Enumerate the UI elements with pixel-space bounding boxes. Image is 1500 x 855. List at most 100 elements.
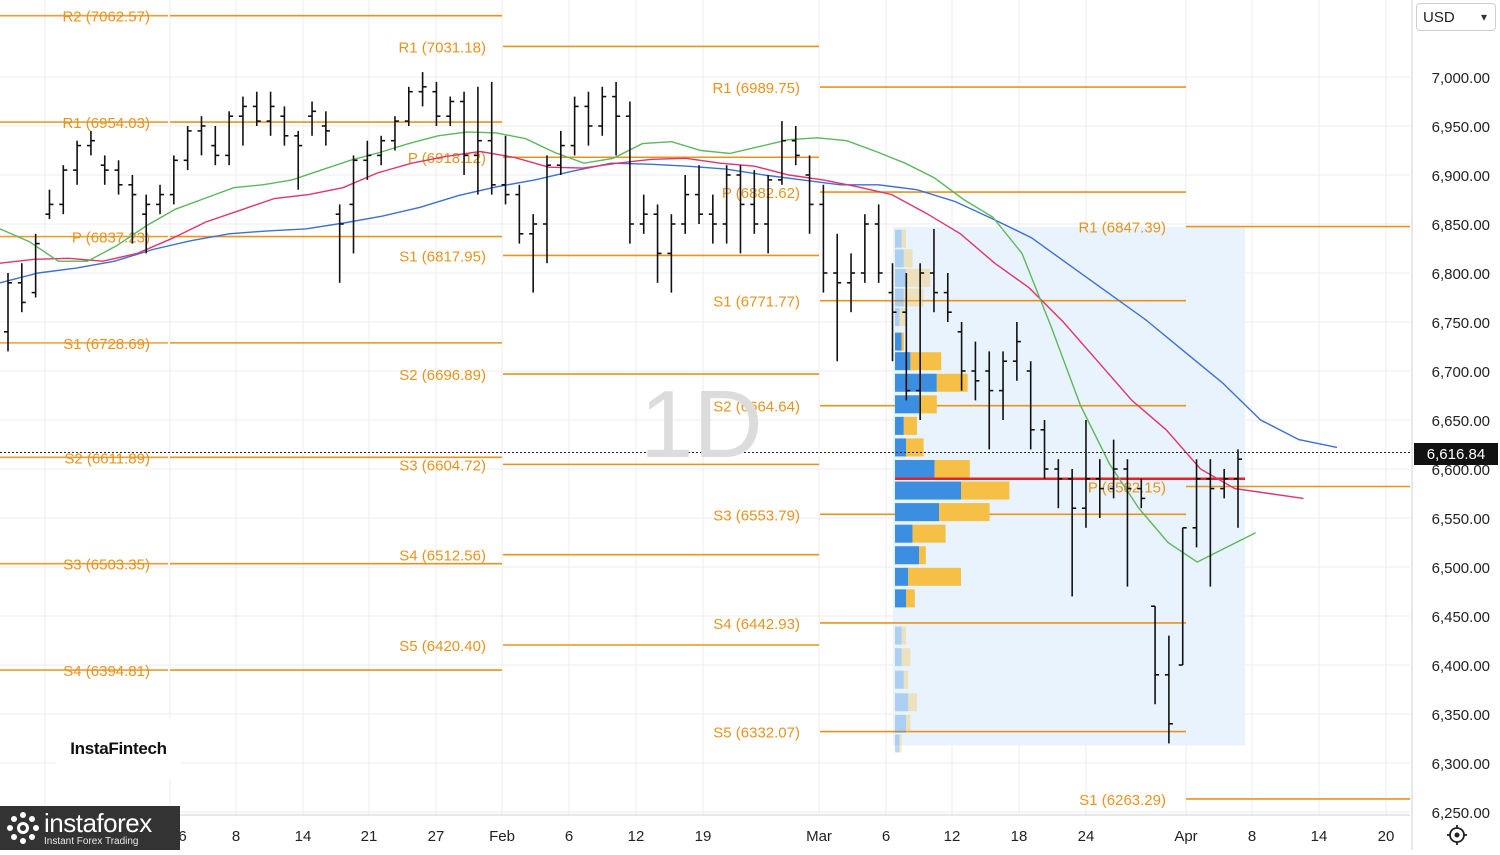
ohlc-bar[interactable] <box>1109 439 1118 499</box>
ohlc-bar[interactable] <box>695 165 704 224</box>
ohlc-bar[interactable] <box>487 81 496 195</box>
ohlc-bar[interactable] <box>73 140 82 185</box>
ohlc-bar[interactable] <box>169 155 178 205</box>
ohlc-bar[interactable] <box>446 96 455 126</box>
volume-profile-up-bar <box>895 288 904 307</box>
ohlc-bar[interactable] <box>280 106 289 146</box>
pivot-level-label: P (6837.23) <box>72 230 150 247</box>
ohlc-bar[interactable] <box>197 116 206 156</box>
ohlc-bar[interactable] <box>1040 420 1049 479</box>
ohlc-bar[interactable] <box>1123 459 1132 587</box>
ohlc-bar[interactable] <box>943 273 952 322</box>
ohlc-bar[interactable] <box>183 126 192 171</box>
volume-profile-up-bar <box>895 524 913 543</box>
ohlc-bar[interactable] <box>252 91 261 126</box>
ohlc-bar[interactable] <box>681 175 690 234</box>
ohlc-bar[interactable] <box>59 165 68 215</box>
ohlc-bar[interactable] <box>570 96 579 156</box>
ohlc-bar[interactable] <box>542 155 551 264</box>
ohlc-bar[interactable] <box>1068 469 1077 597</box>
ohlc-bar[interactable] <box>1054 459 1063 509</box>
ohlc-bar[interactable] <box>114 160 123 195</box>
ohlc-bar[interactable] <box>777 121 786 185</box>
ohlc-bar[interactable] <box>653 204 662 283</box>
ohlc-bar[interactable] <box>1151 605 1160 705</box>
ohlc-bar[interactable] <box>1178 526 1187 666</box>
ohlc-bar[interactable] <box>957 322 966 391</box>
ohlc-bar[interactable] <box>819 184 828 293</box>
currency-select[interactable]: USD ▾ <box>1416 3 1496 31</box>
ohlc-bar[interactable] <box>529 214 538 293</box>
ohlc-bar[interactable] <box>211 126 220 166</box>
pivot-level-label: S3 (6604.72) <box>399 457 486 474</box>
ohlc-bar[interactable] <box>1220 469 1229 499</box>
ohlc-bar[interactable] <box>1164 635 1173 744</box>
ohlc-bar[interactable] <box>308 101 317 136</box>
ohlc-bar[interactable] <box>266 91 275 136</box>
ohlc-bar[interactable] <box>349 155 358 254</box>
ohlc-bar[interactable] <box>584 91 593 146</box>
ohlc-bar[interactable] <box>1192 459 1201 548</box>
ohlc-bar[interactable] <box>404 86 413 126</box>
ohlc-bar[interactable] <box>294 130 303 190</box>
ohlc-bar[interactable] <box>556 130 565 175</box>
ohlc-bar[interactable] <box>847 253 856 313</box>
ohlc-bar[interactable] <box>17 263 26 313</box>
ohlc-bar[interactable] <box>100 155 109 185</box>
ohlc-bar[interactable] <box>1095 459 1104 518</box>
ohlc-bar[interactable] <box>598 86 607 136</box>
ohlc-bar[interactable] <box>639 194 648 234</box>
ohlc-bar[interactable] <box>791 126 800 166</box>
ohlc-bar[interactable] <box>1234 449 1242 528</box>
ohlc-bar[interactable] <box>418 72 427 107</box>
ohlc-bar[interactable] <box>128 175 137 244</box>
ohlc-bar[interactable] <box>335 204 344 283</box>
ohlc-bar[interactable] <box>667 214 676 293</box>
ohlc-bar[interactable] <box>722 165 731 244</box>
ohlc-bar[interactable] <box>142 194 151 254</box>
ohlc-bar[interactable] <box>238 96 247 146</box>
pivot-level-label: S4 (6442.93) <box>713 616 800 633</box>
ohlc-bar[interactable] <box>156 184 165 215</box>
ohlc-bar[interactable] <box>708 194 717 244</box>
ohlc-bar[interactable] <box>902 273 911 401</box>
ohlc-bar[interactable] <box>460 91 469 175</box>
ohlc-bar[interactable] <box>321 111 330 146</box>
ohlc-bar[interactable] <box>805 155 814 234</box>
ohlc-bar[interactable] <box>377 135 386 166</box>
ohlc-bar[interactable] <box>764 175 773 254</box>
ohlc-bar[interactable] <box>625 101 634 244</box>
ohlc-bar[interactable] <box>432 81 441 126</box>
ohlc-bar[interactable] <box>929 228 938 313</box>
ohlc-bar[interactable] <box>1012 322 1021 381</box>
ohlc-bar[interactable] <box>888 263 897 362</box>
ohlc-bar[interactable] <box>225 111 234 166</box>
ohlc-bar[interactable] <box>612 81 621 156</box>
ohlc-bar[interactable] <box>860 214 869 283</box>
ohlc-bar[interactable] <box>874 204 883 283</box>
ohlc-bar[interactable] <box>501 135 510 205</box>
ohlc-bar[interactable] <box>1137 478 1146 509</box>
ohlc-bar[interactable] <box>515 184 524 244</box>
ohlc-bar[interactable] <box>390 116 399 151</box>
ohlc-bar[interactable] <box>363 140 372 180</box>
ohlc-bar[interactable] <box>86 130 95 156</box>
ohlc-bar[interactable] <box>833 233 842 362</box>
ohlc-bar[interactable] <box>1026 361 1035 450</box>
ohlc-bar[interactable] <box>45 189 54 220</box>
volume-profile-up-bar <box>895 395 920 414</box>
ohlc-bar[interactable] <box>985 351 994 450</box>
ohlc-bar[interactable] <box>473 86 482 195</box>
ohlc-bar[interactable] <box>750 170 759 234</box>
ohlc-bar[interactable] <box>916 263 925 420</box>
ohlc-bar[interactable] <box>1081 420 1090 528</box>
ohlc-bar[interactable] <box>971 341 980 401</box>
ohlc-bar[interactable] <box>736 165 745 254</box>
target-icon[interactable] <box>1446 824 1468 846</box>
ohlc-bar[interactable] <box>31 233 40 298</box>
ohlc-bar[interactable] <box>999 351 1008 420</box>
ohlc-bar[interactable] <box>4 273 12 352</box>
ohlc-bar[interactable] <box>1206 459 1215 587</box>
